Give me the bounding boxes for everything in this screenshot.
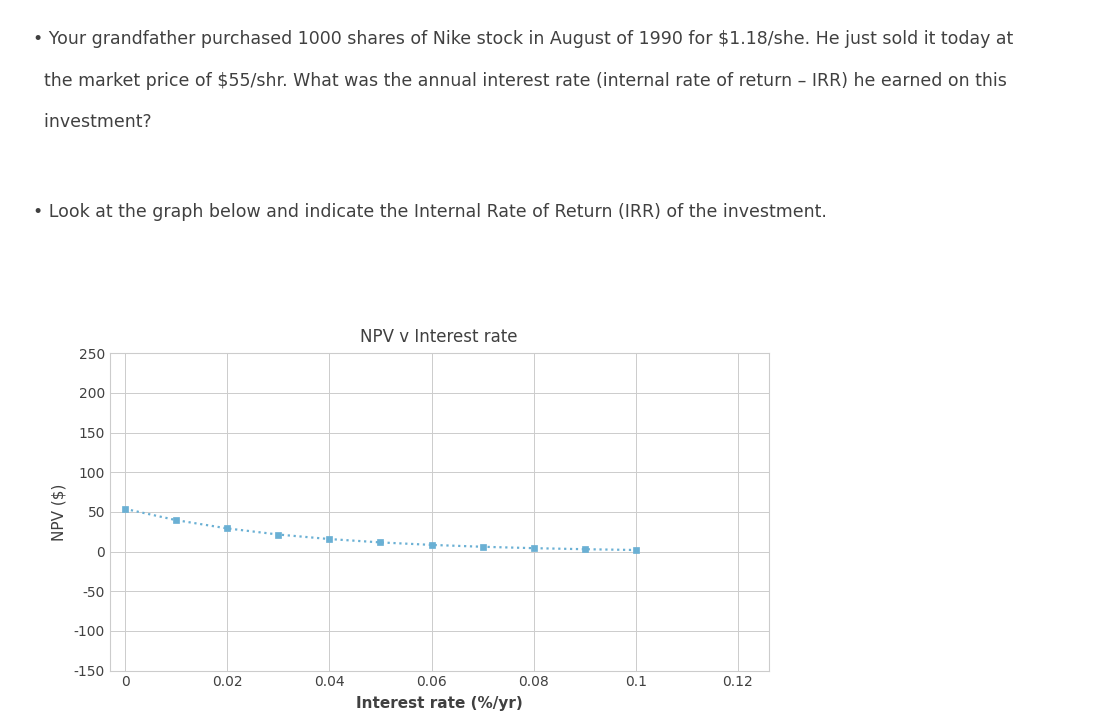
Text: • Your grandfather purchased 1000 shares of Nike stock in August of 1990 for $1.: • Your grandfather purchased 1000 shares… (33, 30, 1013, 48)
Text: the market price of $55/shr. What was the annual interest rate (internal rate of: the market price of $55/shr. What was th… (33, 71, 1007, 89)
X-axis label: Interest rate (%/yr): Interest rate (%/yr) (356, 696, 523, 712)
Text: • Look at the graph below and indicate the Internal Rate of Return (IRR) of the : • Look at the graph below and indicate t… (33, 203, 827, 221)
Y-axis label: NPV ($): NPV ($) (52, 483, 67, 541)
Text: investment?: investment? (33, 112, 152, 131)
Title: NPV v Interest rate: NPV v Interest rate (360, 328, 518, 346)
